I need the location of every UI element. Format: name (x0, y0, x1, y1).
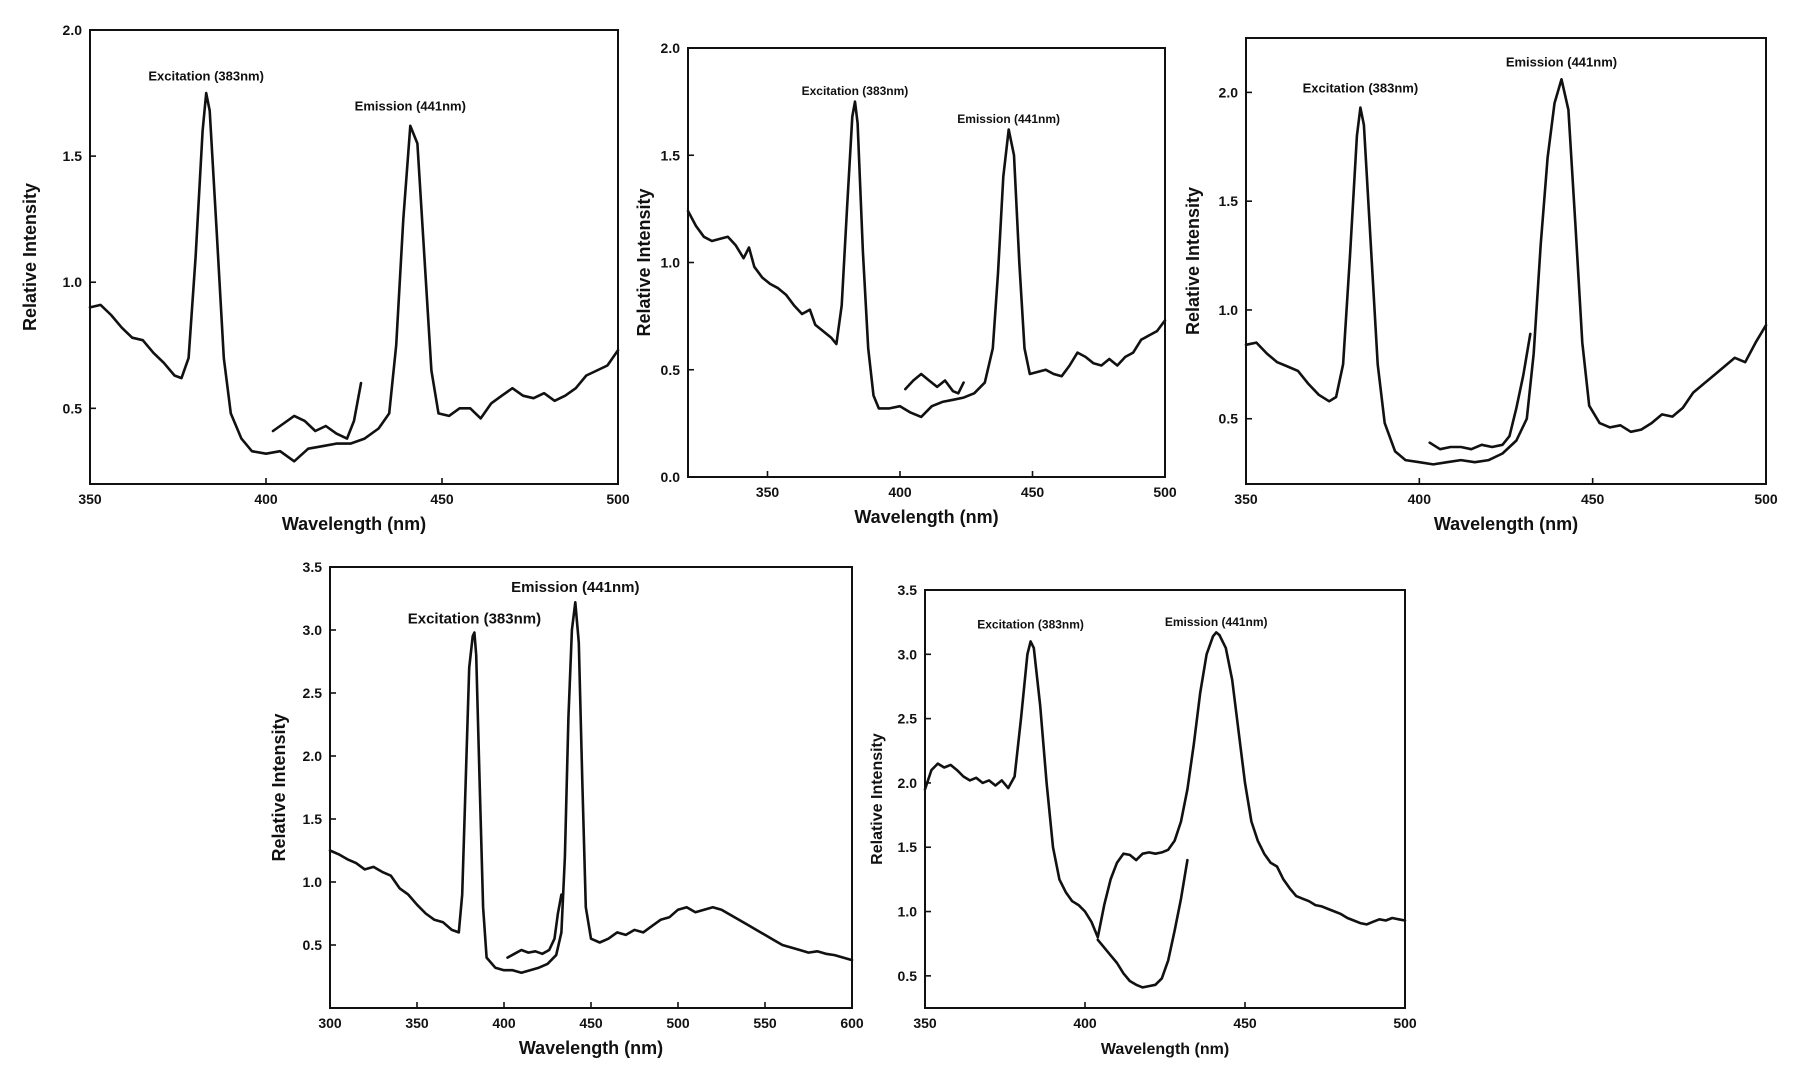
emission-peak-label: Emission (441nm) (957, 112, 1060, 126)
x-tick-label: 450 (1233, 1015, 1257, 1031)
x-axis-title: Wavelength (nm) (519, 1038, 663, 1058)
x-tick-label: 350 (913, 1015, 937, 1031)
x-tick-label: 300 (318, 1015, 342, 1031)
y-tick-label: 1.0 (63, 274, 83, 290)
y-axis-title: Relative Intensity (634, 188, 654, 336)
y-tick-label: 2.0 (1219, 84, 1239, 100)
x-tick-label: 350 (1234, 491, 1258, 507)
y-tick-label: 0.5 (898, 968, 918, 984)
x-tick-label: 400 (888, 484, 912, 500)
y-tick-label: 1.5 (1219, 193, 1239, 209)
plot-frame (329, 566, 853, 1009)
excitation-peak-label: Excitation (383nm) (1303, 80, 1419, 95)
y-tick-label: 2.5 (898, 711, 918, 727)
x-tick-label: 600 (840, 1015, 864, 1031)
excitation-peak-label: Excitation (383nm) (802, 84, 909, 98)
y-tick-label: 0.5 (63, 400, 83, 416)
y-tick-label: 2.0 (303, 748, 323, 764)
excitation-peak-label: Excitation (383nm) (977, 618, 1084, 632)
y-tick-label: 0.5 (303, 937, 323, 953)
y-axis-title: Relative Intensity (1183, 187, 1203, 335)
y-tick-label: 1.5 (63, 148, 83, 164)
y-axis-title: Relative Intensity (20, 183, 40, 331)
x-axis-title: Wavelength (nm) (1434, 514, 1578, 534)
x-tick-label: 450 (1581, 491, 1605, 507)
x-tick-label: 450 (430, 491, 454, 507)
emission-peak-label: Emission (441nm) (1506, 54, 1617, 69)
x-tick-label: 500 (1153, 484, 1177, 500)
x-tick-label: 550 (753, 1015, 777, 1031)
x-tick-label: 500 (1754, 491, 1778, 507)
y-tick-label: 2.5 (303, 685, 323, 701)
x-tick-label: 350 (405, 1015, 429, 1031)
overlap-line (904, 372, 965, 395)
emission-peak-label: Emission (441nm) (511, 579, 639, 596)
chart-panel-top-left: 350 400 450 500 0.5 1.0 1.5 2.0 Wavelength (nm) R… (20, 22, 630, 534)
y-tick-label: 3.0 (303, 622, 323, 638)
y-tick-label: 1.0 (303, 874, 323, 890)
y-tick-label: 1.0 (898, 904, 918, 920)
overlap-line (506, 893, 563, 959)
y-tick-label: 1.0 (661, 255, 681, 271)
x-tick-label: 400 (1073, 1015, 1097, 1031)
spectrum-line (923, 631, 1407, 939)
y-axis-title: Relative Intensity (869, 733, 886, 865)
spectrum-line (88, 91, 620, 463)
plot-frame (1245, 37, 1767, 485)
overlap-line (1428, 332, 1532, 451)
y-tick-label: 2.0 (898, 775, 918, 791)
x-tick-label: 450 (1021, 484, 1045, 500)
overlap-line (1096, 858, 1189, 989)
y-tick-label: 2.0 (63, 22, 83, 38)
y-tick-label: 2.0 (661, 40, 681, 56)
emission-peak-label: Emission (441nm) (1165, 615, 1268, 629)
x-tick-label: 400 (1408, 491, 1432, 507)
x-axis-title: Wavelength (nm) (1101, 1041, 1229, 1058)
chart-panel-bottom-right: 350 400 450 500 0.5 1.0 1.5 2.0 2.5 3.0 3.5 Wavelen… (869, 582, 1417, 1058)
y-tick-label: 1.5 (898, 839, 918, 855)
plot-frame (89, 29, 619, 485)
x-tick-label: 400 (254, 491, 278, 507)
y-tick-label: 0.5 (1219, 411, 1239, 427)
chart-panel-top-right: 350 400 450 500 0.5 1.0 1.5 2.0 Wavelength (nm) R… (1183, 37, 1778, 534)
x-tick-label: 500 (666, 1015, 690, 1031)
x-tick-label: 500 (1393, 1015, 1417, 1031)
y-tick-label: 0.0 (661, 469, 681, 485)
x-tick-label: 350 (78, 491, 102, 507)
x-tick-label: 500 (606, 491, 630, 507)
y-tick-label: 3.5 (303, 559, 323, 575)
x-axis-title: Wavelength (nm) (282, 514, 426, 534)
y-tick-label: 3.5 (898, 582, 918, 598)
x-axis-title: Wavelength (nm) (854, 507, 998, 527)
emission-peak-label: Emission (441nm) (355, 99, 466, 114)
y-tick-label: 1.5 (661, 147, 681, 163)
excitation-peak-label: Excitation (383nm) (148, 68, 264, 83)
overlap-line (271, 381, 363, 440)
y-tick-label: 0.5 (661, 362, 681, 378)
x-tick-label: 450 (579, 1015, 603, 1031)
excitation-peak-label: Excitation (383nm) (408, 611, 541, 628)
y-tick-label: 1.5 (303, 811, 323, 827)
y-tick-label: 3.0 (898, 646, 918, 662)
chart-panel-top-middle: 350 400 450 500 0.0 0.5 1.0 1.5 2.0 Wavelength (n… (634, 40, 1177, 527)
plot-frame (924, 589, 1406, 1009)
y-tick-label: 1.0 (1219, 302, 1239, 318)
x-tick-label: 350 (756, 484, 780, 500)
y-axis-title: Relative Intensity (269, 713, 289, 861)
spectrum-line (328, 601, 854, 974)
spectrum-line (1244, 78, 1768, 466)
spectrum-line (686, 100, 1167, 419)
x-tick-label: 400 (492, 1015, 516, 1031)
chart-panel-bottom-left: 300 350 400 450 500 550 600 0.5 1.0 1.5 2.0 2.5 3.0 3… (269, 559, 864, 1058)
